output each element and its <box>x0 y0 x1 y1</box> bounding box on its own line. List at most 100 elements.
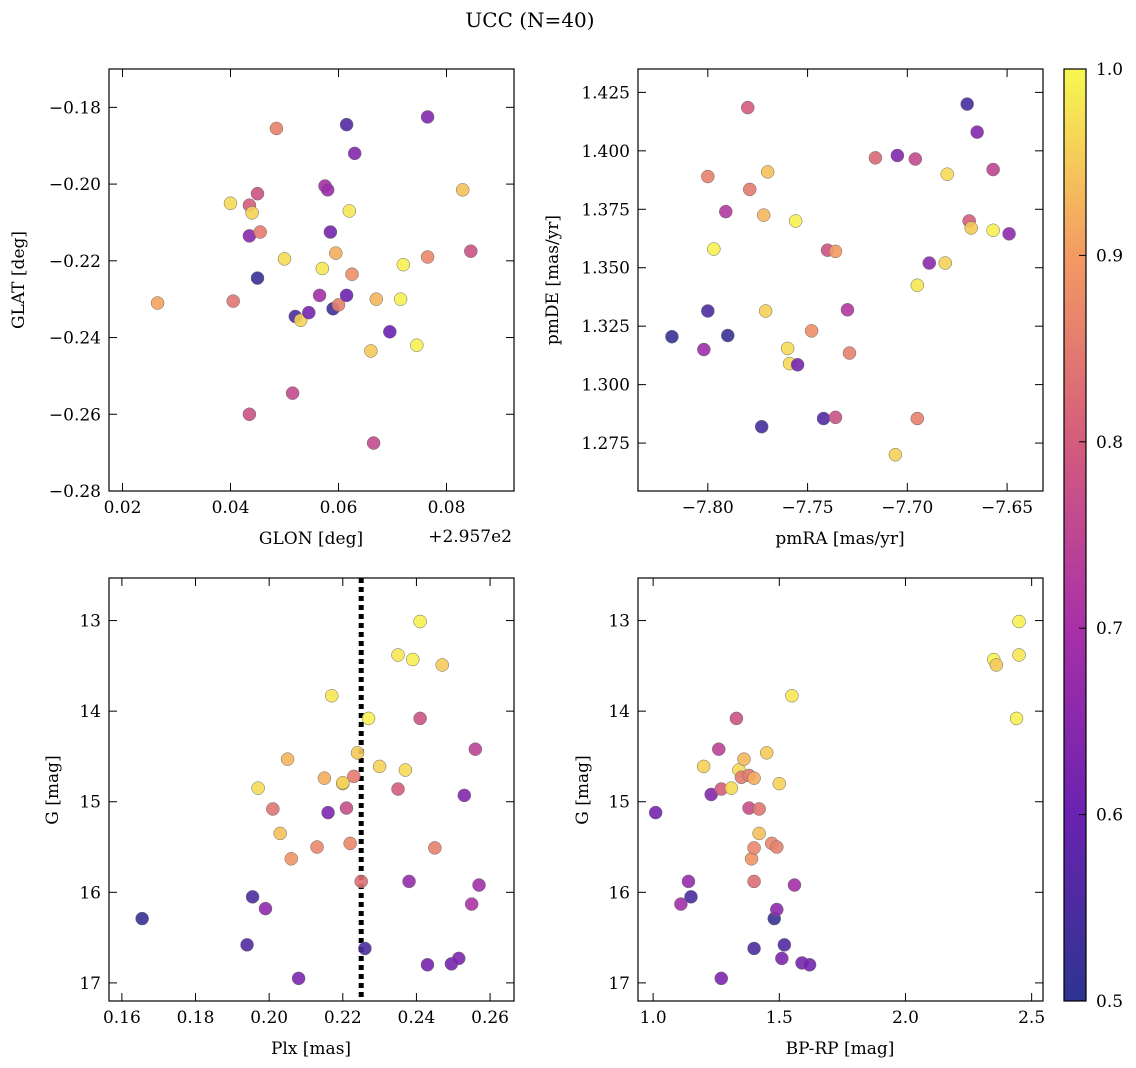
scatter-point <box>802 958 817 972</box>
x-tick-label: 1.5 <box>766 1008 793 1028</box>
scatter-point <box>323 225 338 239</box>
scatter-point <box>674 897 688 911</box>
scatter-point <box>752 802 766 816</box>
scatter-point <box>747 841 761 855</box>
scatter-point <box>251 781 265 795</box>
scatter-point <box>964 221 978 235</box>
scatter-point <box>804 324 819 338</box>
scatter-point <box>747 771 761 785</box>
scatter-point <box>908 152 923 166</box>
scatter-point <box>888 448 903 462</box>
scatter-point <box>828 244 843 259</box>
y-tick-label: 15 <box>79 793 101 813</box>
y-tick-label: 1.350 <box>581 259 630 279</box>
panel-frame <box>108 577 515 1002</box>
scatter-point <box>393 292 408 306</box>
scatter-point <box>840 303 855 317</box>
colorbar-tick-label: 1.0 <box>1096 60 1123 80</box>
scatter-point <box>339 117 354 132</box>
scatter-point <box>321 805 335 820</box>
y-tick-label: −0.24 <box>49 329 101 349</box>
scatter-point <box>312 288 327 303</box>
x-tick-label: 2.0 <box>892 1008 919 1028</box>
y-axis-label: G [mag] <box>43 755 63 824</box>
x-tick-label: −7.70 <box>881 498 933 518</box>
scatter-point <box>135 911 149 926</box>
scatter-point <box>970 125 984 139</box>
scatter-point <box>240 938 254 952</box>
scatter-point <box>273 826 287 841</box>
x-tick-label: 0.16 <box>103 1008 141 1028</box>
y-tick-label: 1.300 <box>581 376 630 396</box>
scatter-point <box>372 759 387 774</box>
y-tick-label: 16 <box>79 883 101 903</box>
scatter-point <box>701 304 715 318</box>
y-tick-label: 16 <box>608 883 630 903</box>
scatter-point <box>398 763 413 777</box>
y-tick-label: 14 <box>608 702 630 722</box>
scatter-point <box>1009 711 1024 726</box>
scatter-point <box>150 296 165 310</box>
scatter-point <box>245 206 259 220</box>
scatter-point <box>339 288 354 303</box>
scatter-point <box>242 407 257 422</box>
x-tick-label: −7.80 <box>682 498 734 518</box>
y-tick-label: 13 <box>79 612 101 632</box>
scatter-point <box>345 267 359 281</box>
scatter-point <box>391 648 405 662</box>
scatter-point <box>828 410 843 425</box>
scatter-point <box>329 246 343 260</box>
figure-title: UCC (N=40) <box>465 8 594 32</box>
y-tick-label: −0.18 <box>49 98 101 118</box>
panel-glon-glat: 0.02 0.04 0.06 0.08 −0.18 −0.20 −0.22 −0.24 −0.2… <box>9 68 515 549</box>
scatter-point <box>315 261 330 276</box>
scatter-point <box>940 167 954 181</box>
scatter-point <box>910 278 925 293</box>
scatter-point <box>890 148 905 163</box>
x-tick-label: 1.0 <box>640 1008 667 1028</box>
panel-frame <box>637 577 1044 1002</box>
scatter-point <box>226 294 240 308</box>
y-tick-label: −0.22 <box>49 252 101 272</box>
colorbar-tick-label: 0.9 <box>1096 246 1123 266</box>
panel-frame <box>637 68 1044 492</box>
scatter-point <box>681 874 696 889</box>
scatter-point <box>759 746 774 760</box>
panel-bprp-g: 1.0 1.5 2.0 2.5 13 14 15 16 17 BP-RP [mag] G [ma… <box>573 577 1045 1059</box>
scatter-point <box>665 329 679 344</box>
x-tick-label: 0.02 <box>104 498 142 518</box>
scatter-point <box>250 186 265 201</box>
scatter-point <box>435 658 449 672</box>
y-tick-label: 13 <box>608 612 630 632</box>
scatter-point <box>413 614 427 629</box>
scatter-point <box>938 256 952 270</box>
scatter-point <box>266 802 280 816</box>
scatter-point <box>406 652 420 667</box>
scatter-point <box>347 146 362 161</box>
colorbar-tick-label: 0.5 <box>1096 992 1123 1012</box>
scatter-point <box>721 328 735 343</box>
scatter-point <box>472 878 486 892</box>
colorbar-gradient <box>1063 68 1087 1002</box>
scatter-point <box>910 411 925 426</box>
scatter-point <box>336 775 350 790</box>
y-tick-label: −0.28 <box>49 482 101 502</box>
scatter-point <box>790 358 805 372</box>
x-offset-label: +2.957e2 <box>428 527 512 547</box>
scatter-point <box>420 958 435 972</box>
y-tick-label: 1.275 <box>581 434 630 454</box>
x-tick-label: 0.06 <box>320 498 358 518</box>
scatter-point <box>402 874 416 889</box>
panel-plx-g: 0.16 0.18 0.20 0.22 0.24 0.26 13 14 15 16 17 Plx [… <box>43 577 515 1059</box>
scatter-point <box>223 196 238 211</box>
colorbar: 0.5 0.6 0.7 0.8 0.9 1.0 <box>1063 60 1123 1012</box>
scatter-point <box>729 711 744 726</box>
scatter-point <box>428 841 442 855</box>
colorbar-tick-label: 0.6 <box>1096 806 1123 826</box>
scatter-point <box>464 897 479 911</box>
x-axis-label: pmRA [mas/yr] <box>775 529 904 549</box>
scatter-point <box>922 256 937 270</box>
x-axis-label: BP-RP [mag] <box>786 1039 895 1059</box>
scatter-point <box>960 97 974 111</box>
scatter-point <box>986 162 1000 177</box>
